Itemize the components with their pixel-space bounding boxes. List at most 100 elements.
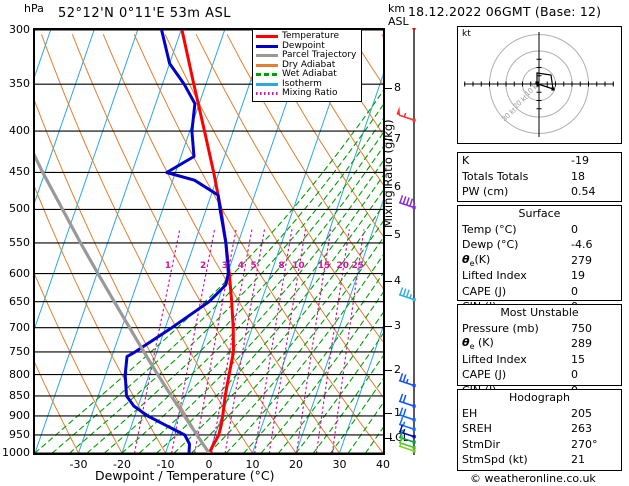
height-tick-7: 7 xyxy=(394,131,401,145)
legend: Temperature Dewpoint Parcel Trajectory Dry … xyxy=(252,29,362,102)
pressure-tick-600: 600 xyxy=(9,266,30,280)
row-value: 263 xyxy=(571,422,592,436)
index-row: PW (cm) 0.54 xyxy=(458,184,621,200)
pressure-tick-800: 800 xyxy=(9,367,30,381)
legend-item-dewpoint: Dewpoint xyxy=(256,40,358,52)
legend-label: Dewpoint xyxy=(282,40,325,51)
height-tick-6: 6 xyxy=(394,180,401,194)
row-label: Lifted Index xyxy=(462,269,527,283)
height-tick-mark xyxy=(385,138,392,140)
row-label: SREH xyxy=(462,422,492,436)
legend-item-dry-adiabat: Dry Adiabat xyxy=(256,59,358,71)
row-value: 15 xyxy=(571,352,585,366)
temperature-tick--30: -30 xyxy=(69,458,88,471)
data-row: CAPE (J) 0 xyxy=(458,284,621,300)
height-tick-mark xyxy=(385,413,392,415)
data-row: Dewp (°C) -4.6 xyxy=(458,237,621,253)
pressure-tick-500: 500 xyxy=(9,202,30,216)
mixing-ratio-label-2: 2 xyxy=(199,260,207,271)
pressure-tick-450: 450 xyxy=(9,165,30,179)
wind-barb xyxy=(398,393,416,408)
mixing-ratio-label-5: 5 xyxy=(250,260,257,271)
index-row: K -19 xyxy=(458,153,621,169)
row-value: 0.54 xyxy=(571,185,596,199)
mixing-ratio-label-25: 25 xyxy=(351,260,364,271)
page-title: 52°12'N 0°11'E 53m ASL xyxy=(58,6,231,21)
row-value: 205 xyxy=(571,406,592,420)
wind-barb xyxy=(398,407,416,422)
row-label: CAPE (J) xyxy=(462,368,507,382)
pressure-tick-700: 700 xyxy=(9,320,30,334)
data-row: Lifted Index 19 xyxy=(458,268,621,284)
row-label: StmSpd (kt) xyxy=(462,453,528,467)
height-tick-mark xyxy=(385,187,392,189)
row-value: 289 xyxy=(571,337,592,351)
data-row: Lifted Index 15 xyxy=(458,352,621,368)
row-label: EH xyxy=(462,406,478,420)
row-value: 0 xyxy=(571,368,578,382)
temperature-tick-30: 30 xyxy=(332,458,347,471)
pressure-tick-300: 300 xyxy=(9,23,30,36)
temperature-tick-0: 0 xyxy=(205,458,213,471)
row-label: CAPE (J) xyxy=(462,284,507,298)
height-tick-mark xyxy=(385,326,392,328)
wind-barb xyxy=(398,442,416,453)
legend-swatch xyxy=(256,63,278,67)
lcl-tick-mark xyxy=(385,438,392,440)
row-value: 18 xyxy=(571,169,585,183)
legend-swatch xyxy=(256,92,278,96)
pressure-tick-550: 550 xyxy=(9,235,30,249)
copyright-notice: © weatheronline.co.uk xyxy=(470,472,596,485)
legend-label: Parcel Trajectory xyxy=(282,50,357,61)
pressure-tick-1000: 1000 xyxy=(2,446,30,459)
height-tick-2: 2 xyxy=(394,363,401,377)
wind-barb xyxy=(398,287,416,302)
pressure-tick-750: 750 xyxy=(9,344,30,358)
mixing-ratio-label-20: 20 xyxy=(336,260,350,271)
mixing-ratio-label-4: 4 xyxy=(237,260,245,271)
legend-label: Isotherm xyxy=(282,78,322,89)
mixing-ratio-label-10: 10 xyxy=(292,260,305,271)
pressure-tick-400: 400 xyxy=(9,124,30,138)
data-row: StmSpd (kt) 21 xyxy=(458,452,621,468)
indices-table: K -19 Totals Totals 18 PW (cm) 0.54 xyxy=(457,152,622,202)
data-row: EH 205 xyxy=(458,406,621,422)
legend-item-mixing-ratio: Mixing Ratio xyxy=(256,89,358,99)
surface-table: Surface Temp (°C) 0 Dewp (°C) -4.6 θe(K) 279 Li… xyxy=(457,205,622,313)
data-row: StmDir 270° xyxy=(458,437,621,453)
pressure-tick-350: 350 xyxy=(9,77,30,91)
row-label: Lifted Index xyxy=(462,352,527,366)
data-row: Temp (°C) 0 xyxy=(458,222,621,238)
legend-swatch xyxy=(256,35,278,39)
legend-label: Dry Adiabat xyxy=(282,59,336,70)
row-value: 19 xyxy=(571,269,585,283)
height-axis-unit-asl: ASL xyxy=(388,15,409,28)
legend-item-parcel-trajectory: Parcel Trajectory xyxy=(256,51,358,61)
data-row: Pressure (mb) 750 xyxy=(458,321,621,337)
table-heading: Hodograph xyxy=(509,391,570,404)
data-row: θe (K) 289 xyxy=(458,336,621,352)
pressure-axis-unit: hPa xyxy=(24,2,44,15)
height-tick-3: 3 xyxy=(394,319,401,333)
index-row: Totals Totals 18 xyxy=(458,169,621,185)
legend-label: Wet Adiabat xyxy=(282,69,337,80)
mixing-ratio-label-1: 1 xyxy=(164,260,171,271)
temperature-tick-10: 10 xyxy=(245,458,260,471)
mixing-ratio-label-3: 3 xyxy=(221,260,228,271)
hodograph-stats-table: Hodograph EH 205 SREH 263 StmDir 270° StmSpd (k… xyxy=(457,389,622,471)
wind-barb xyxy=(398,416,416,431)
pressure-tick-950: 950 xyxy=(9,427,30,441)
row-label: Temp (°C) xyxy=(462,222,517,236)
row-label: θe(K) xyxy=(462,252,491,268)
legend-item-wet-adiabat: Wet Adiabat xyxy=(256,70,358,80)
table-heading: Most Unstable xyxy=(500,306,579,319)
row-label: Pressure (mb) xyxy=(462,321,539,335)
row-value: -4.6 xyxy=(571,238,593,252)
temperature-tick-40: 40 xyxy=(376,458,390,471)
hodograph-panel: kt 10 kt 20 kt 30 kt xyxy=(457,26,622,144)
row-value: 0 xyxy=(571,222,578,236)
date-title: 18.12.2022 06GMT (Base: 12) xyxy=(408,4,602,19)
legend-swatch xyxy=(256,82,278,86)
row-value: 279 xyxy=(571,253,592,267)
row-value: 750 xyxy=(571,321,592,335)
